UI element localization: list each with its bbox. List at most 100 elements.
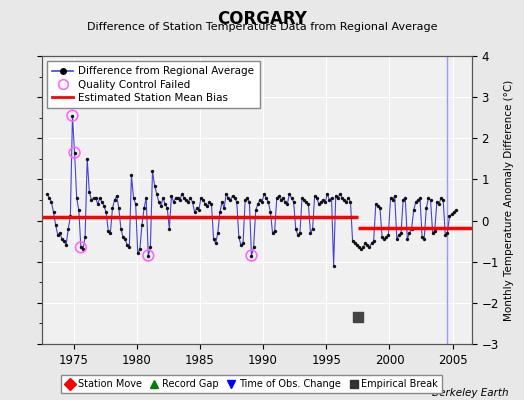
Point <box>325 197 334 203</box>
Point <box>413 197 422 203</box>
Point <box>142 195 150 201</box>
Point <box>395 232 403 238</box>
Point <box>416 195 424 201</box>
Point <box>60 238 68 244</box>
Point <box>256 197 264 203</box>
Point <box>220 205 228 212</box>
Point <box>367 240 376 246</box>
Point <box>422 205 431 212</box>
Point <box>165 226 173 232</box>
Point <box>445 213 454 220</box>
Point <box>418 234 427 240</box>
Point <box>148 168 157 174</box>
Point <box>306 230 314 236</box>
Point <box>357 246 365 252</box>
Point <box>144 252 152 259</box>
Point <box>429 230 437 236</box>
Point <box>277 197 285 203</box>
Point <box>228 193 237 199</box>
Point <box>330 263 338 269</box>
Point <box>51 222 60 228</box>
Point <box>157 203 165 209</box>
Point <box>334 195 342 201</box>
Point <box>323 191 332 197</box>
Legend: Difference from Regional Average, Quality Control Failed, Estimated Station Mean: Difference from Regional Average, Qualit… <box>47 61 259 108</box>
Point <box>338 195 346 201</box>
Point <box>226 197 235 203</box>
Point <box>403 236 411 242</box>
Point <box>336 191 344 197</box>
Point <box>218 199 226 205</box>
Text: Berkeley Earth: Berkeley Earth <box>432 388 508 398</box>
Point <box>450 209 458 216</box>
Point <box>354 314 362 320</box>
Point <box>382 234 390 240</box>
Point <box>192 205 201 212</box>
Point <box>298 195 306 201</box>
Point <box>272 195 281 201</box>
Point <box>214 230 222 236</box>
Point <box>68 112 77 119</box>
Point <box>328 195 336 201</box>
Point <box>239 240 247 246</box>
Point <box>210 236 218 242</box>
Point <box>216 209 224 216</box>
Point <box>79 246 87 252</box>
Point <box>247 252 256 259</box>
Point <box>45 195 53 201</box>
Point <box>47 199 56 205</box>
Point <box>397 230 405 236</box>
Point <box>233 199 241 205</box>
Point <box>401 195 409 201</box>
Point <box>132 201 140 207</box>
Point <box>315 201 323 207</box>
Point <box>224 195 233 201</box>
Point <box>384 232 392 238</box>
Point <box>186 195 194 201</box>
Point <box>56 230 64 236</box>
Point <box>289 199 298 205</box>
Point <box>359 244 367 250</box>
Point <box>435 201 443 207</box>
Point <box>119 234 127 240</box>
Point <box>245 199 254 205</box>
Point <box>374 203 382 209</box>
Point <box>102 209 111 216</box>
Point <box>77 244 85 250</box>
Point <box>115 205 123 212</box>
Point <box>372 201 380 207</box>
Point <box>108 205 117 212</box>
Point <box>136 246 144 252</box>
Point <box>113 193 121 199</box>
Point <box>152 191 161 197</box>
Point <box>241 197 249 203</box>
Point <box>264 199 272 205</box>
Point <box>287 195 296 201</box>
Point <box>163 205 171 212</box>
Point <box>222 191 231 197</box>
Point <box>117 226 125 232</box>
Point <box>392 236 401 242</box>
Point <box>237 242 245 248</box>
Point <box>355 244 363 250</box>
Point <box>100 203 108 209</box>
Point <box>85 188 93 195</box>
Point <box>208 201 216 207</box>
Point <box>380 236 388 242</box>
Point <box>43 191 51 197</box>
Point <box>424 195 433 201</box>
Point <box>96 195 104 201</box>
Point <box>399 197 407 203</box>
Point <box>89 195 97 201</box>
Point <box>144 252 152 259</box>
Point <box>125 244 134 250</box>
Point <box>258 199 266 205</box>
Point <box>68 112 77 119</box>
Point <box>196 195 205 201</box>
Point <box>443 230 452 236</box>
Point <box>313 195 321 201</box>
Point <box>363 242 372 248</box>
Point <box>138 222 146 228</box>
Point <box>281 199 289 205</box>
Point <box>167 193 176 199</box>
